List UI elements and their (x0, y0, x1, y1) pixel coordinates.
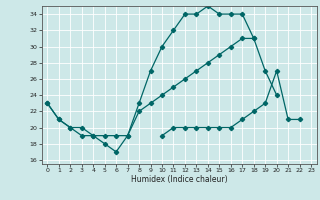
X-axis label: Humidex (Indice chaleur): Humidex (Indice chaleur) (131, 175, 228, 184)
